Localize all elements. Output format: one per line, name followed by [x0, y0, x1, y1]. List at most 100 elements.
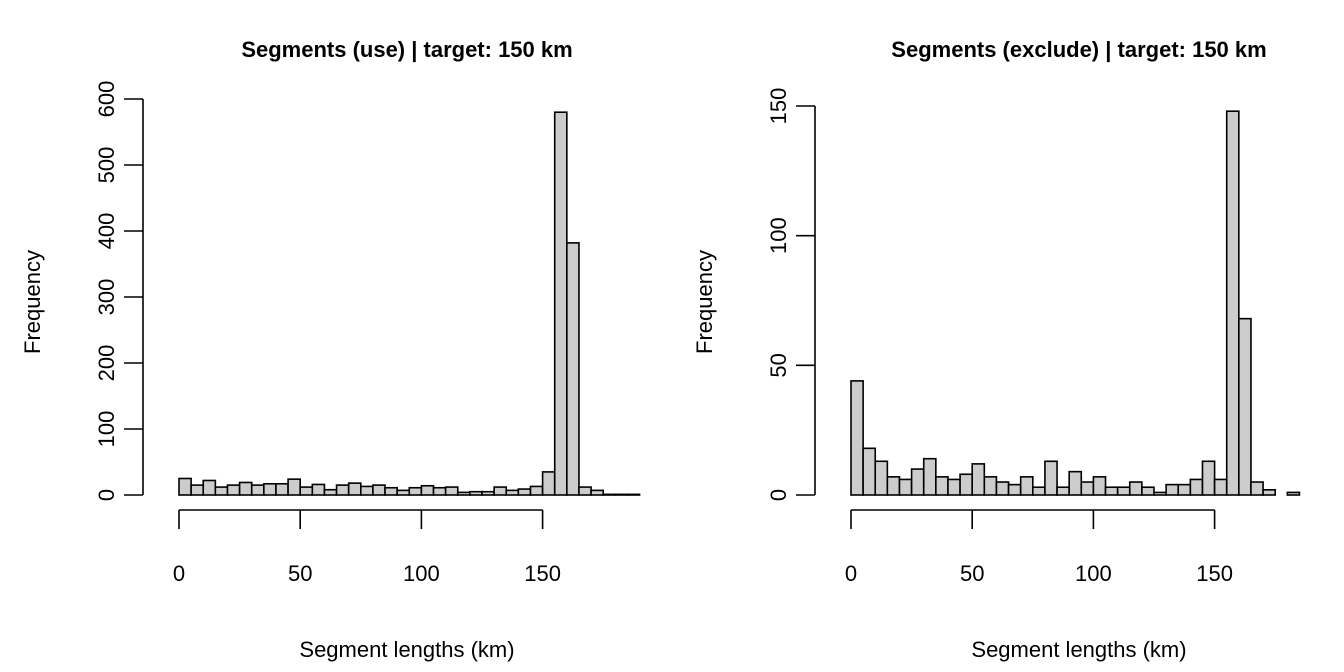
histogram-bar	[1213, 478, 1228, 496]
histogram-bar	[1104, 486, 1119, 496]
histogram-bar	[578, 486, 592, 496]
histogram-bar	[995, 481, 1010, 496]
y-tick-label: 300	[94, 279, 119, 316]
x-tick-label: 50	[960, 561, 984, 586]
histogram-bar	[553, 111, 568, 496]
histogram-bar	[1116, 486, 1131, 496]
histogram-bar	[898, 478, 913, 496]
histogram-bar	[1080, 481, 1095, 496]
histogram-bar	[590, 489, 605, 496]
histogram-bar	[1165, 483, 1180, 496]
panel-exclude-x-axis: 0 50 100 150	[845, 509, 1233, 586]
histogram-bar	[1068, 470, 1083, 496]
x-tick-label: 50	[288, 561, 312, 586]
histogram-bar	[420, 484, 435, 496]
histogram-bar	[935, 476, 949, 496]
panel-use-xlabel: Segment lengths (km)	[299, 637, 514, 662]
y-tick-label: 100	[94, 411, 119, 448]
histogram-bar	[456, 491, 471, 496]
panel-exclude: Segments (exclude) | target: 150 km Freq…	[692, 37, 1301, 662]
panel-use: Segments (use) | target: 150 km Frequenc…	[20, 37, 641, 662]
histogram-bar	[299, 486, 314, 496]
histogram-bar	[347, 482, 362, 496]
histogram-bar	[910, 468, 925, 496]
histogram-bar	[1056, 486, 1070, 496]
y-tick-label: 50	[766, 353, 791, 377]
histogram-bar	[1044, 460, 1058, 496]
histogram-bar	[408, 486, 423, 496]
histogram-bar	[396, 489, 411, 496]
x-tick-label: 100	[403, 561, 440, 586]
histogram-bar	[971, 463, 986, 496]
y-tick-label: 0	[94, 489, 119, 501]
histogram-bar	[1177, 483, 1192, 496]
histogram-bar	[1286, 491, 1301, 496]
histogram-bar	[359, 485, 374, 496]
histogram-bar	[372, 484, 386, 496]
histogram-bar	[874, 460, 889, 496]
histogram-bar	[862, 447, 877, 496]
histogram-bar	[1238, 317, 1252, 496]
x-tick-label: 150	[524, 561, 561, 586]
histogram-bar	[226, 484, 241, 496]
histogram-bar	[202, 479, 217, 496]
histogram-bar	[263, 482, 277, 496]
panel-exclude-title: Segments (exclude) | target: 150 km	[891, 37, 1266, 62]
panel-use-title: Segments (use) | target: 150 km	[241, 37, 572, 62]
histogram-bar	[1201, 460, 1216, 496]
histogram-bar	[1250, 481, 1264, 496]
histogram-bar	[1262, 489, 1276, 496]
x-tick-label: 100	[1075, 561, 1112, 586]
histogram-bar	[886, 476, 901, 496]
histogram-bar	[983, 476, 998, 496]
histogram-bar	[626, 493, 641, 496]
histogram-bar	[311, 483, 326, 496]
histogram-bar	[1189, 478, 1204, 496]
histogram-bar	[1007, 483, 1022, 496]
histogram-bar	[469, 490, 483, 496]
histogram-bar	[959, 473, 974, 496]
histogram-bar	[850, 380, 864, 496]
histogram-bar	[1128, 481, 1143, 496]
panel-use-x-axis: 0 50 100 150	[173, 509, 561, 586]
histogram-bar	[947, 478, 961, 496]
histogram-bar	[287, 478, 301, 496]
histogram-bar	[178, 477, 192, 496]
histogram-bar	[922, 457, 937, 496]
histogram-bar	[275, 482, 289, 496]
histogram-bar	[250, 484, 265, 496]
histogram-bar	[1153, 491, 1167, 496]
histogram-bar	[238, 481, 253, 496]
y-tick-label: 0	[766, 489, 791, 501]
x-tick-label: 0	[845, 561, 857, 586]
y-tick-label: 200	[94, 345, 119, 382]
panel-exclude-xlabel: Segment lengths (km)	[971, 637, 1186, 662]
x-tick-label: 150	[1196, 561, 1233, 586]
histogram-bar	[481, 490, 495, 496]
panel-use-ylabel: Frequency	[20, 250, 45, 354]
panel-exclude-y-axis: 0 50 100 150	[766, 88, 816, 501]
histogram-bar	[444, 486, 459, 496]
histogram-bar	[1019, 476, 1034, 496]
histogram-bar	[493, 486, 508, 496]
histogram-bar	[505, 489, 520, 496]
histogram-bar	[529, 485, 544, 496]
histogram-bar	[323, 488, 338, 496]
histogram-bar	[1141, 486, 1155, 496]
panel-use-bars	[178, 111, 641, 496]
panel-exclude-ylabel: Frequency	[692, 250, 717, 354]
y-tick-label: 150	[766, 88, 791, 125]
histogram-bar	[602, 493, 617, 496]
x-tick-label: 0	[173, 561, 185, 586]
histogram-bar	[614, 493, 629, 496]
histogram-bar	[1225, 110, 1240, 496]
y-tick-label: 400	[94, 213, 119, 250]
y-tick-label: 100	[766, 217, 791, 254]
histogram-bar	[432, 486, 447, 496]
histogram-bar	[214, 486, 229, 496]
histogram-bar	[517, 488, 532, 496]
panel-exclude-bars	[850, 110, 1301, 496]
histogram-bar	[1032, 486, 1046, 496]
histogram-bar	[541, 471, 556, 496]
